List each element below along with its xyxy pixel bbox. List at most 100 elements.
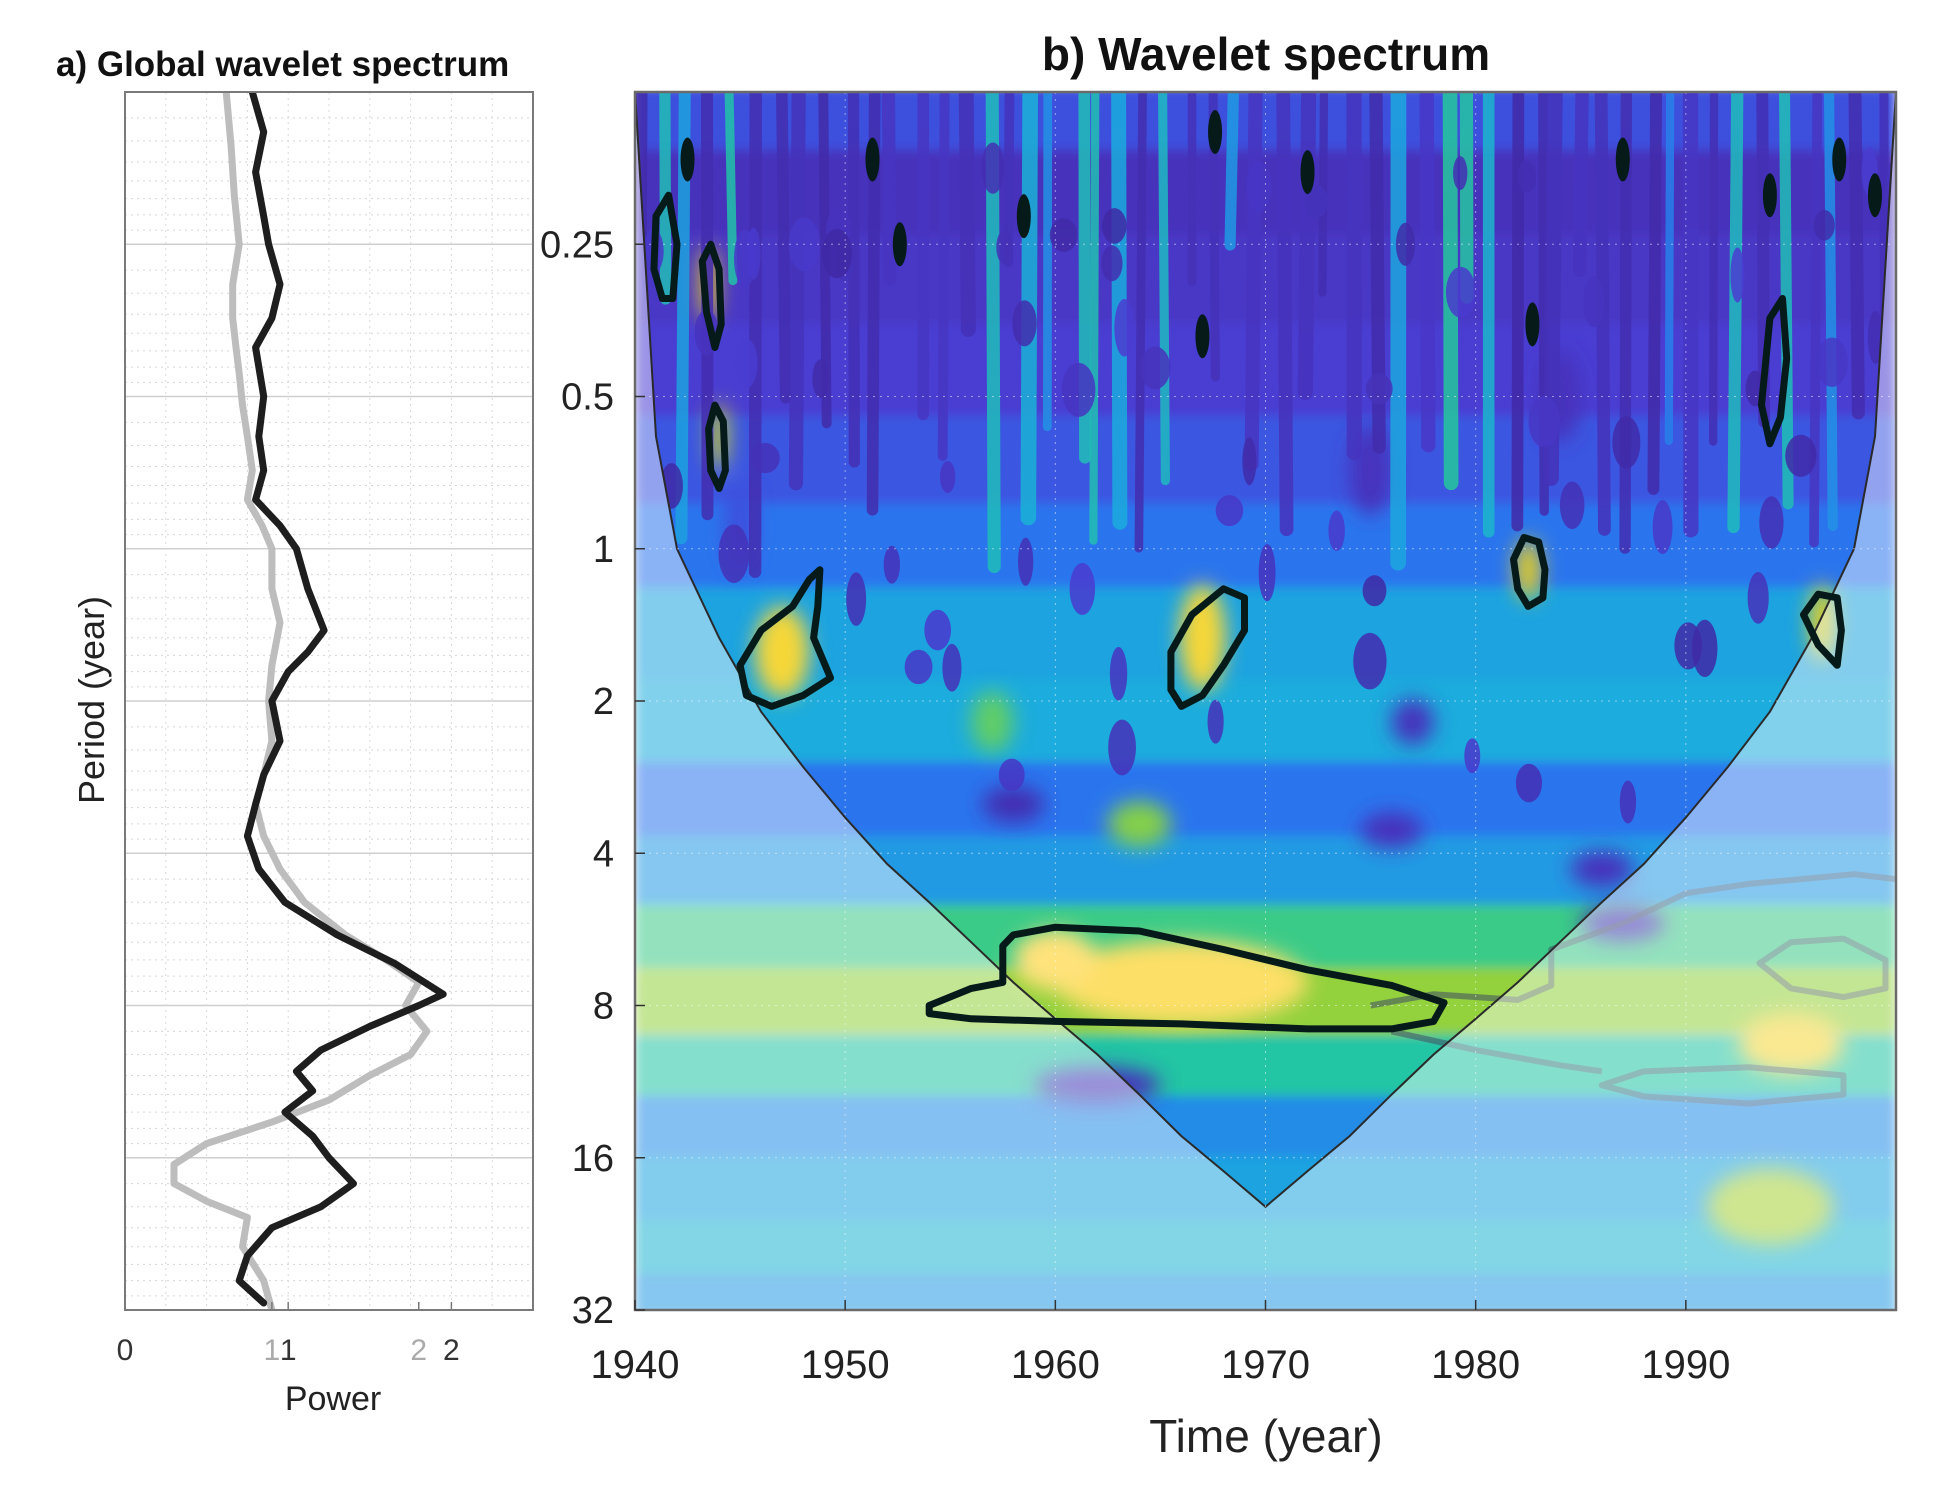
wavelet-low-power-spot <box>1108 720 1136 776</box>
wavelet-streak <box>1829 92 1833 526</box>
global-spectrum-title: a) Global wavelet spectrum <box>56 45 509 84</box>
wavelet-streak <box>1814 92 1817 543</box>
wavelet-low-power-spot <box>1363 575 1387 606</box>
wavelet-low-power-spot <box>999 759 1025 792</box>
wavelet-streak <box>1305 92 1308 393</box>
wavelet-streak <box>1283 92 1286 529</box>
wavelet-low-power-spot <box>1612 416 1640 469</box>
significance-blob <box>865 138 879 182</box>
wavelet-low-power-spot <box>1328 511 1344 551</box>
wavelet-low-power-spot <box>1759 496 1783 548</box>
wavelet-streak <box>1252 92 1256 464</box>
wavelet-low-power-spot <box>1517 161 1536 193</box>
wavelet-low-power-spot <box>1730 248 1744 303</box>
global-x-tick-label: 2 <box>443 1334 460 1367</box>
wavelet-streak <box>782 92 786 398</box>
wavelet-low-power-spot <box>751 443 780 473</box>
wavelet-spectrum-title: b) Wavelet spectrum <box>1042 28 1490 80</box>
global-y-label: Period (year) <box>71 596 112 804</box>
global-x-tick-label: 1 <box>280 1334 297 1367</box>
wavelet-streak <box>1139 92 1143 548</box>
wavelet-low-power-spot <box>812 359 828 398</box>
wavelet-y-tick-label: 1 <box>593 529 614 571</box>
wavelet-low-power-spot <box>1528 396 1559 447</box>
wavelet-streak <box>1163 92 1166 481</box>
wavelet-low-power-spot <box>1620 780 1636 823</box>
wavelet-low-power-spot <box>1453 156 1467 190</box>
wavelet-streak <box>1855 92 1858 413</box>
power-region <box>982 786 1045 823</box>
wavelet-streak <box>755 92 756 572</box>
wavelet-low-power-spot <box>1242 437 1256 485</box>
wavelet-streak <box>1669 92 1670 441</box>
wavelet-x-label: Time (year) <box>1149 1410 1382 1462</box>
global-x-tick-label: 0 <box>117 1334 134 1367</box>
wavelet-streak <box>1517 92 1518 526</box>
power-region <box>1108 801 1171 847</box>
wavelet-low-power-spot <box>1012 300 1036 346</box>
power-region <box>1360 812 1423 849</box>
wavelet-low-power-spot <box>822 229 852 278</box>
wavelet-low-power-spot <box>1216 495 1244 526</box>
wavelet-low-power-spot <box>1674 622 1702 669</box>
wavelet-x-tick-label: 1950 <box>801 1343 890 1387</box>
wavelet-low-power-spot <box>1353 633 1386 690</box>
wavelet-low-power-spot <box>1516 764 1542 803</box>
wavelet-y-tick-label: 0.5 <box>561 377 614 419</box>
wavelet-low-power-spot <box>1748 572 1769 624</box>
wavelet-streak <box>1653 92 1656 489</box>
wavelet-x-tick-label: 1940 <box>591 1343 680 1387</box>
significance-blob <box>1616 138 1630 182</box>
global-x-label: Power <box>285 1380 381 1418</box>
wavelet-streak <box>854 92 855 462</box>
wavelet-low-power-spot <box>1653 500 1673 554</box>
wavelet-low-power-spot <box>1246 162 1271 213</box>
wavelet-y-tick-label: 8 <box>593 986 614 1028</box>
global-x-tick-label: 2 <box>410 1334 427 1367</box>
significance-blob <box>1017 194 1031 238</box>
power-region <box>755 606 810 697</box>
significance-blob <box>1868 173 1882 217</box>
wavelet-low-power-spot <box>905 650 933 684</box>
wavelet-low-power-spot <box>1816 338 1848 387</box>
wavelet-low-power-spot <box>746 228 760 280</box>
wavelet-low-power-spot <box>1464 738 1480 773</box>
significance-blob <box>1525 302 1539 346</box>
wavelet-streak <box>796 92 799 483</box>
wavelet-y-tick-label: 32 <box>572 1290 614 1332</box>
wavelet-low-power-spot <box>846 572 866 626</box>
wavelet-low-power-spot <box>718 524 749 583</box>
wavelet-streak <box>888 92 889 279</box>
wavelet-x-tick-label: 1960 <box>1011 1343 1100 1387</box>
wavelet-y-tick-label: 4 <box>593 833 614 875</box>
significance-blob <box>1195 314 1209 358</box>
wavelet-streak <box>1733 92 1737 527</box>
wavelet-low-power-spot <box>1583 276 1604 327</box>
wavelet-low-power-spot <box>1114 299 1134 357</box>
power-band <box>635 679 1896 774</box>
wavelet-low-power-spot <box>1208 700 1224 744</box>
wavelet-y-tick-label: 2 <box>593 681 614 723</box>
significance-blob <box>893 222 907 266</box>
wavelet-low-power-spot <box>1446 267 1476 318</box>
wavelet-x-tick-label: 1970 <box>1221 1343 1310 1387</box>
wavelet-x-tick-label: 1980 <box>1431 1343 1520 1387</box>
wavelet-low-power-spot <box>1259 544 1276 601</box>
wavelet-low-power-spot <box>1062 363 1096 417</box>
power-region <box>1392 699 1434 745</box>
global-x-tick-label: 1 <box>264 1334 281 1367</box>
wavelet-low-power-spot <box>1070 563 1096 615</box>
wavelet-low-power-spot <box>924 610 951 651</box>
wavelet-low-power-spot <box>940 461 955 493</box>
wavelet-low-power-spot <box>1110 647 1127 700</box>
wavelet-low-power-spot <box>1050 218 1078 252</box>
wavelet-streak <box>729 92 733 281</box>
wavelet-low-power-spot <box>1102 208 1126 244</box>
